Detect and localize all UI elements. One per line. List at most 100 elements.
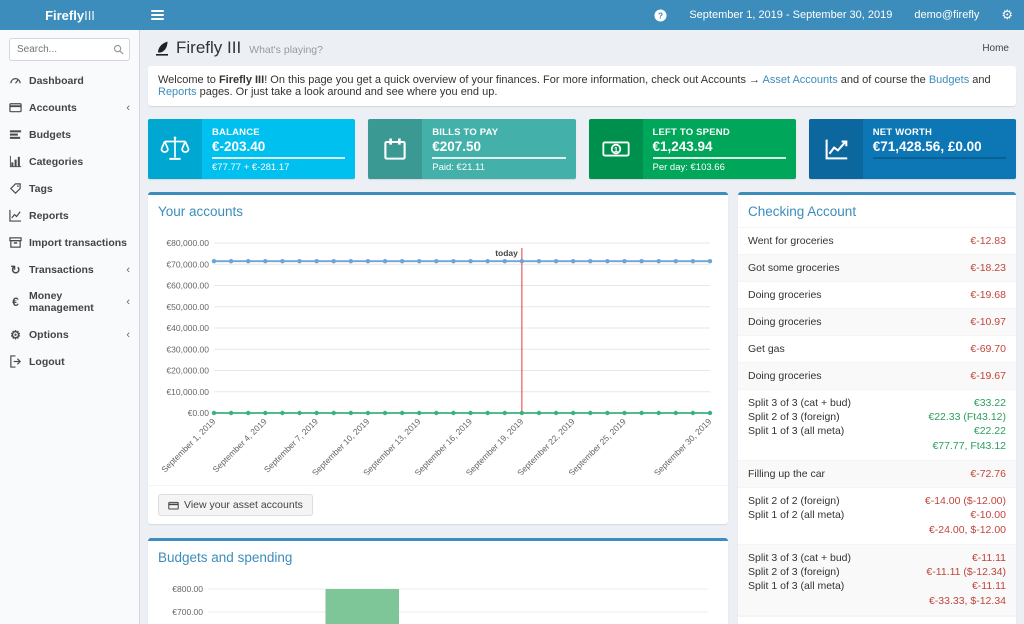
transaction-description[interactable]: Split 2 of 2 (foreign) — [748, 495, 840, 507]
help-icon[interactable]: ? — [643, 0, 678, 30]
infobox-bills-to-pay[interactable]: BILLS TO PAY €207.50 Paid: €21.11 — [368, 119, 576, 179]
infobox-amount: €1,243.94 — [652, 138, 713, 154]
welcome-app-name: Firefly III — [218, 74, 265, 86]
svg-text:€10,000.00: €10,000.00 — [166, 387, 209, 397]
main-content: Firefly III What's playing? Home Welcome… — [140, 30, 1024, 624]
transaction-description[interactable]: Split 1 of 2 (all meta) — [748, 509, 845, 521]
sidebar-item-categories[interactable]: Categories — [0, 148, 139, 175]
transaction-description[interactable]: Filling up the car — [748, 468, 826, 480]
transaction-amount: €-19.68 — [970, 289, 1006, 301]
infobox-net-worth[interactable]: NET WORTH €71,428.56, £0.00 — [808, 119, 1016, 179]
svg-text:€50,000.00: €50,000.00 — [166, 302, 209, 312]
svg-text:September 1, 2019: September 1, 2019 — [159, 416, 217, 474]
svg-text:?: ? — [658, 10, 663, 20]
settings-gear-icon[interactable]: ⚙ — [1001, 7, 1013, 22]
search-input[interactable] — [9, 38, 130, 61]
transaction-row[interactable]: Got some groceries €-18.23 — [738, 255, 1016, 282]
line-chart-icon — [808, 119, 863, 179]
transaction-split-row[interactable]: Split 3 of 3 (cat + bud) €-11.11 Split 2 o… — [738, 545, 1016, 616]
sidebar-item-label: Budgets — [29, 128, 71, 141]
sidebar-item-dashboard[interactable]: Dashboard — [0, 67, 139, 94]
asset-accounts-link[interactable]: Asset Accounts — [762, 74, 838, 86]
sidebar-item-options[interactable]: ⚙ Options ‹ — [0, 321, 139, 348]
date-range[interactable]: September 1, 2019 - September 30, 2019 — [689, 9, 893, 21]
sidebar-item-import[interactable]: Import transactions — [0, 229, 139, 256]
infobox-label: BALANCE — [212, 126, 260, 138]
box-header: Your accounts — [148, 195, 728, 227]
breadcrumb-home[interactable]: Home — [982, 42, 1009, 54]
transaction-description[interactable]: Split 2 of 3 (foreign) — [748, 566, 840, 578]
transaction-description[interactable]: Split 3 of 3 (cat + bud) — [748, 397, 852, 409]
sidebar-toggle-icon[interactable] — [140, 0, 174, 30]
sidebar-item-tags[interactable]: Tags — [0, 175, 139, 202]
welcome-text: Welcome to — [158, 74, 219, 86]
sidebar-item-money-management[interactable]: € Money management ‹ — [0, 283, 139, 321]
transaction-split-row[interactable]: Split 2 of 2 (foreign) €-14.00 ($-12.00) S… — [738, 488, 1016, 545]
welcome-text: pages. Or just take a look around and se… — [196, 86, 498, 98]
transaction-description[interactable]: Split 2 of 3 (foreign) — [748, 411, 840, 423]
transaction-row[interactable]: Doing groceries €-10.97 — [738, 309, 1016, 336]
view-asset-accounts-button[interactable]: View your asset accounts — [158, 494, 313, 516]
sidebar-item-transactions[interactable]: ↻ Transactions ‹ — [0, 256, 139, 283]
sidebar-item-label: Import transactions — [29, 236, 128, 249]
credit-card-icon — [9, 101, 22, 114]
transaction-amount: €33.22 — [973, 397, 1006, 409]
svg-text:today: today — [495, 248, 518, 258]
transaction-amount: €-12.83 — [970, 235, 1006, 247]
transaction-description[interactable]: Doing groceries — [748, 370, 822, 382]
reports-link[interactable]: Reports — [158, 86, 197, 98]
svg-text:September 19, 2019: September 19, 2019 — [464, 416, 526, 475]
box-title: Your accounts — [158, 204, 244, 219]
transaction-description[interactable]: Split 1 of 3 (all meta) — [748, 425, 845, 437]
transaction-description[interactable]: Went for groceries — [748, 235, 834, 247]
repeat-icon: ↻ — [10, 262, 21, 277]
transaction-description[interactable]: Get gas — [748, 343, 785, 355]
svg-text:€40,000.00: €40,000.00 — [166, 323, 209, 333]
box-header: Checking Account — [738, 195, 1016, 227]
infobox-content: LEFT TO SPEND €1,243.94 Per day: €103.66 — [643, 119, 796, 179]
line-chart-icon — [9, 209, 22, 222]
transaction-row[interactable]: Went for groceries €-12.83 — [738, 228, 1016, 255]
transaction-row[interactable]: Doing groceries €-19.68 — [738, 282, 1016, 309]
transaction-amount: €22.22 — [973, 425, 1006, 437]
box-title: Budgets and spending — [158, 550, 293, 565]
infobox-balance[interactable]: BALANCE €-203.40 €77.77 + €-281.17 — [148, 119, 356, 179]
dashboard-columns: Your accounts €80,000.00 €70,000.00 €60,00… — [148, 192, 1016, 624]
budgets-link[interactable]: Budgets — [928, 74, 970, 86]
sidebar-item-label: Reports — [29, 209, 69, 222]
transaction-row[interactable]: Doing groceries €-19.67 — [738, 363, 1016, 390]
svg-text:September 22, 2019: September 22, 2019 — [515, 416, 577, 475]
infobox-subtext: Paid: €21.11 — [432, 161, 485, 173]
transaction-row[interactable]: Get gas €-69.70 — [738, 336, 1016, 363]
sidebar-item-logout[interactable]: Logout — [0, 348, 139, 375]
transaction-description[interactable]: Split 3 of 3 (cat + bud) — [748, 552, 852, 564]
transaction-split-total: €-33.33, $-12.34 — [928, 595, 1006, 607]
transaction-split-row[interactable]: Split 3 of 3 (cat + bud) €33.22 Split 2 of… — [738, 390, 1016, 461]
infobox-left-to-spend[interactable]: 1 LEFT TO SPEND €1,243.94 Per day: €103.… — [588, 119, 796, 179]
infobox-amount: €-203.40 — [212, 138, 266, 154]
app-logo[interactable]: FireflyIII — [0, 8, 140, 23]
transaction-amount: €-18.23 — [970, 262, 1006, 274]
transaction-description[interactable]: Doing groceries — [748, 289, 822, 301]
sidebar: Dashboard Accounts ‹ Budgets Categories … — [0, 30, 140, 624]
infobox-subtext — [873, 162, 1006, 173]
left-column: Your accounts €80,000.00 €70,000.00 €60,00… — [148, 192, 728, 624]
svg-text:September 16, 2019: September 16, 2019 — [412, 416, 474, 475]
sidebar-item-label: Money management — [29, 290, 94, 314]
sidebar-item-budgets[interactable]: Budgets — [0, 121, 139, 148]
transaction-amount: €-72.76 — [970, 468, 1006, 480]
transaction-description[interactable]: Split 1 of 3 (all meta) — [748, 580, 845, 592]
transaction-description[interactable]: Got some groceries — [748, 262, 840, 274]
brand-bold: Firefly — [45, 7, 85, 23]
infobox-label: BILLS TO PAY — [432, 126, 499, 138]
transaction-description[interactable]: Doing groceries — [748, 316, 822, 328]
sidebar-item-reports[interactable]: Reports — [0, 202, 139, 229]
search-icon[interactable] — [113, 44, 124, 55]
sidebar-item-label: Accounts — [29, 101, 77, 114]
tags-icon — [9, 182, 22, 195]
sidebar-item-accounts[interactable]: Accounts ‹ — [0, 94, 139, 121]
svg-text:€70,000.00: €70,000.00 — [166, 259, 209, 269]
user-menu[interactable]: demo@firefly — [914, 9, 980, 21]
transaction-row[interactable]: Filling up the car €-72.76 — [738, 461, 1016, 488]
sidebar-menu: Dashboard Accounts ‹ Budgets Categories … — [0, 67, 139, 375]
